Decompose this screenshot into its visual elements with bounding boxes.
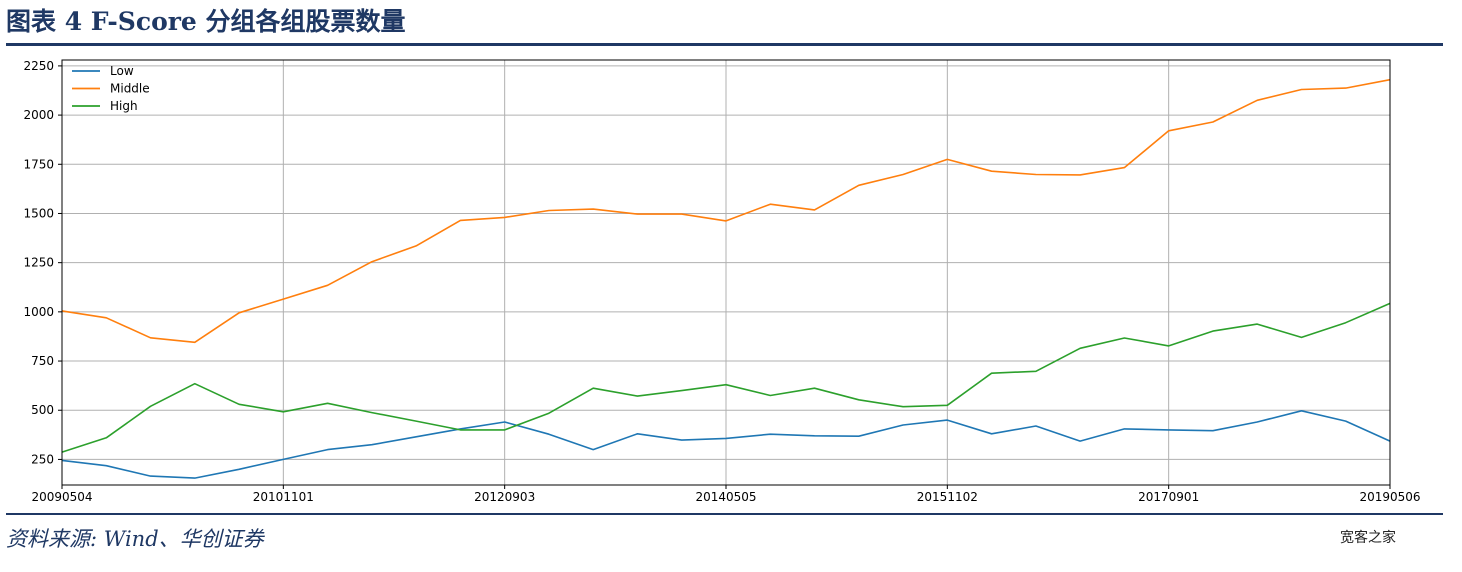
y-tick-label: 2250 — [23, 59, 54, 73]
series-line-high — [61, 302, 1391, 453]
legend-label-middle: Middle — [110, 82, 150, 96]
x-tick-label: 20140505 — [695, 490, 756, 504]
series-line-low — [61, 409, 1391, 479]
y-tick-label: 1250 — [23, 256, 54, 270]
legend-label-low: Low — [110, 64, 134, 78]
x-tick-label: 20101101 — [253, 490, 314, 504]
x-tick-label: 20151102 — [917, 490, 978, 504]
figure-title: 图表 4 F-Score 分组各组股票数量 — [6, 7, 406, 36]
legend: Low Middle High — [72, 64, 150, 113]
grid-lines — [61, 60, 1391, 485]
y-tick-label: 2000 — [23, 108, 54, 122]
x-tick-label: 20120903 — [474, 490, 535, 504]
y-tick-label: 750 — [31, 354, 54, 368]
y-tick-label: 250 — [31, 452, 54, 466]
watermark: 宽客之家 — [1340, 530, 1396, 546]
title-rule — [6, 43, 1443, 46]
axis-ticks: 250 500 750 1000 1250 1500 1750 2000 2250 2009050… — [23, 59, 1420, 504]
source-rule — [6, 513, 1443, 515]
legend-label-high: High — [110, 99, 138, 113]
series-lines — [61, 78, 1391, 479]
series-line-middle — [61, 78, 1391, 344]
y-tick-label: 1000 — [23, 305, 54, 319]
source-note: 资料来源: Wind、华创证券 — [6, 527, 264, 551]
line-chart: 250 500 750 1000 1250 1500 1750 2000 2250 2009050… — [23, 59, 1420, 504]
x-tick-label: 20170901 — [1138, 490, 1199, 504]
y-tick-label: 1750 — [23, 157, 54, 171]
y-tick-label: 500 — [31, 403, 54, 417]
y-tick-label: 1500 — [23, 206, 54, 220]
x-tick-label: 20190506 — [1359, 490, 1420, 504]
x-tick-label: 20090504 — [31, 490, 92, 504]
